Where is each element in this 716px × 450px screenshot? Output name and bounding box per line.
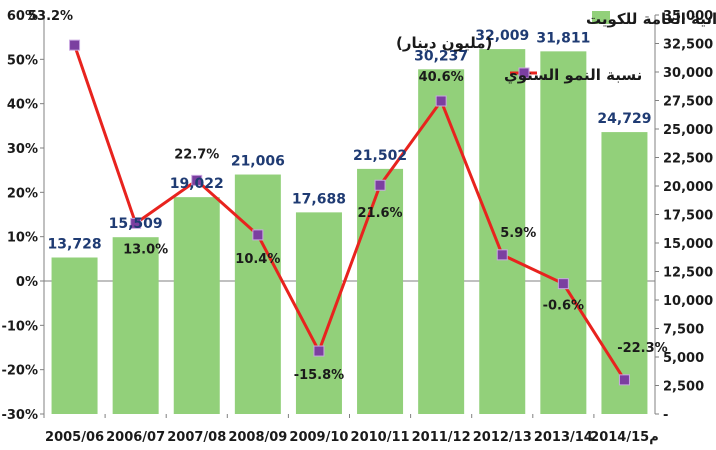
revenue-value-label: 17,688: [292, 191, 346, 207]
revenue-bar: [51, 257, 98, 414]
right-tick-label: 32,500: [663, 38, 713, 53]
growth-point: [374, 179, 386, 191]
x-tick-label: 2010/11: [351, 430, 410, 445]
revenue-value-label: 30,237: [414, 48, 468, 64]
right-tick-label: 17,500: [663, 209, 713, 224]
growth-value-label: 22.7%: [174, 147, 219, 162]
right-tick-label: 25,000: [663, 123, 713, 138]
left-tick-label: -30%: [1, 408, 38, 423]
revenue-value-label: 13,728: [48, 237, 102, 253]
left-tick-label: 0%: [16, 275, 38, 290]
right-tick-label: 20,000: [663, 180, 713, 195]
revenue-value-label: 21,006: [231, 154, 285, 170]
revenue-bar: [479, 49, 526, 414]
right-tick-label: 27,500: [663, 95, 713, 110]
revenue-bar: [601, 132, 648, 414]
right-tick-label: 30,000: [663, 66, 713, 81]
growth-point: [130, 217, 142, 229]
revenue-value-label: 15,509: [109, 216, 163, 232]
left-tick-label: 30%: [7, 142, 38, 157]
growth-point: [191, 174, 203, 186]
growth-point: [496, 249, 508, 261]
growth-value-label: -0.6%: [543, 299, 584, 314]
legend-bar-sublabel: (مليون دينار): [396, 34, 492, 52]
left-tick-label: 20%: [7, 186, 38, 201]
revenue-value-label: 21,502: [353, 148, 407, 164]
value-labels: 13,728 15,509 19,022 21,006 17,688 21,502 30,2…: [28, 9, 668, 383]
legend-line-marker: [518, 67, 530, 79]
right-tick-label: 10,000: [663, 294, 713, 309]
right-tick-label: 5,000: [663, 351, 704, 366]
right-tick-label: -: [663, 408, 668, 423]
axes: 60% 50% 40% 30% 20% 10% 0% -10% -20% -30% 35,000 32…: [1, 9, 713, 445]
revenue-value-label: 31,811: [536, 30, 590, 46]
x-tick-label: 2005/06: [45, 430, 104, 445]
growth-point: [69, 39, 81, 51]
x-tick-label: 2008/09: [228, 430, 287, 445]
right-tick-label: 15,000: [663, 237, 713, 252]
growth-value-label: 13.0%: [123, 242, 168, 257]
revenue-value-label: 24,729: [597, 111, 651, 127]
growth-point: [435, 95, 447, 107]
growth-point: [618, 374, 630, 386]
revenue-bar: [173, 197, 220, 414]
revenue-value-label: 19,022: [170, 176, 224, 192]
right-tick-label: 12,500: [663, 266, 713, 281]
growth-value-label: 40.6%: [419, 70, 464, 85]
growth-point: [252, 229, 264, 241]
revenue-bar: [418, 69, 465, 414]
x-tick-label: 2007/08: [167, 430, 226, 445]
x-tick-label: 2013/14: [534, 430, 593, 445]
growth-value-label: -15.8%: [294, 368, 345, 383]
x-tick-label: 2011/12: [412, 430, 471, 445]
revenue-bar: [234, 174, 281, 414]
growth-value-label: 5.9%: [500, 226, 536, 241]
growth-line: [73, 44, 626, 381]
revenue-bar: [540, 51, 587, 414]
left-tick-label: -10%: [1, 319, 38, 334]
legend: جملة الايرادات في الميزانية العامة للكوي…: [396, 10, 716, 85]
x-tick-label: 2009/10: [289, 430, 348, 445]
revenue-bar: [112, 237, 159, 414]
right-tick-label: 35,000: [663, 9, 713, 24]
x-tick-label: 2006/07: [106, 430, 165, 445]
right-tick-label: 22,500: [663, 152, 713, 167]
right-tick-label: 7,500: [663, 323, 704, 338]
left-tick-label: -20%: [1, 364, 38, 379]
revenue-value-label: 32,009: [475, 28, 529, 44]
growth-value-label: 21.6%: [357, 206, 402, 221]
left-tick-label: 10%: [7, 231, 38, 246]
left-tick-label: 40%: [7, 98, 38, 113]
growth-point: [557, 278, 569, 290]
growth-value-label: -22.3%: [617, 341, 668, 356]
left-tick-label: 50%: [7, 53, 38, 68]
x-tick-label: 2012/13: [473, 430, 532, 445]
legend-bar-label: جملة الايرادات في الميزانية العامة للكوي…: [586, 10, 716, 28]
legend-bar-swatch: [592, 11, 610, 24]
growth-line-layer: [69, 39, 630, 386]
right-tick-label: 2,500: [663, 380, 704, 395]
legend-line-label: نسبة النمو السنوي: [504, 66, 642, 85]
left-tick-label: 60%: [7, 9, 38, 24]
growth-value-label: 10.4%: [235, 252, 280, 267]
revenue-bar: [295, 212, 342, 414]
growth-value-label: 53.2%: [28, 9, 73, 24]
revenue-bar: [357, 168, 404, 414]
x-tick-label: 2014/15م: [590, 430, 659, 445]
growth-point: [313, 345, 325, 357]
